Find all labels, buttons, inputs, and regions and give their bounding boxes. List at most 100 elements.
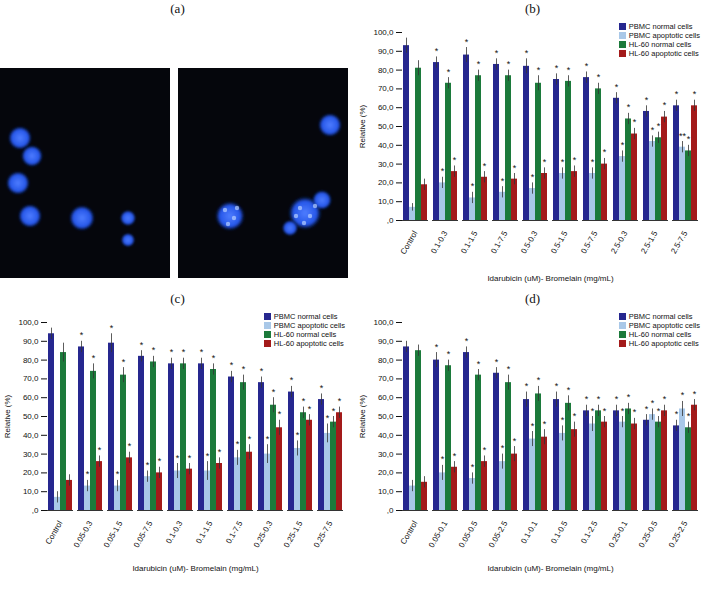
- svg-text:*: *: [80, 330, 84, 340]
- svg-text:Relative (%): Relative (%): [358, 104, 367, 148]
- svg-text:0.05-2.5: 0.05-2.5: [487, 519, 510, 549]
- svg-text:,0: ,0: [387, 216, 394, 225]
- svg-text:*: *: [483, 161, 487, 171]
- svg-text:*: *: [687, 134, 691, 144]
- svg-text:*: *: [657, 121, 661, 131]
- svg-text:*: *: [657, 406, 661, 416]
- svg-text:Idarubicin (uM)- Bromelain (mg: Idarubicin (uM)- Bromelain (mg/mL): [132, 564, 259, 573]
- svg-text:*: *: [242, 364, 246, 374]
- svg-text:*: *: [182, 347, 186, 357]
- svg-text:90,0: 90,0: [23, 337, 39, 346]
- svg-text:*: *: [561, 415, 565, 425]
- svg-text:2.5-7.5: 2.5-7.5: [669, 229, 690, 256]
- svg-text:60,0: 60,0: [378, 393, 394, 402]
- svg-text:*: *: [573, 411, 577, 421]
- svg-text:*: *: [188, 453, 192, 463]
- svg-text:*: *: [140, 340, 144, 350]
- svg-text:*: *: [495, 48, 499, 58]
- svg-text:*: *: [471, 462, 475, 472]
- svg-text:*: *: [471, 181, 475, 191]
- svg-text:Control: Control: [399, 519, 420, 546]
- svg-text:0.5-0.3: 0.5-0.3: [519, 229, 540, 256]
- svg-text:*: *: [447, 67, 451, 77]
- svg-text:*: *: [573, 155, 577, 165]
- svg-text:0.25-0.3: 0.25-0.3: [252, 519, 275, 549]
- svg-text:40,0: 40,0: [23, 431, 39, 440]
- svg-text:*: *: [597, 394, 601, 404]
- svg-text:*: *: [687, 411, 691, 421]
- svg-text:*: *: [447, 349, 451, 359]
- svg-text:*: *: [158, 456, 162, 466]
- svg-text:*: *: [663, 100, 667, 110]
- svg-text:*: *: [86, 469, 90, 479]
- svg-text:*: *: [603, 147, 607, 157]
- svg-text:*: *: [507, 364, 511, 374]
- svg-text:*: *: [501, 176, 505, 186]
- svg-text:*: *: [326, 413, 330, 423]
- svg-text:*: *: [591, 406, 595, 416]
- svg-text:*: *: [621, 406, 625, 416]
- svg-text:Idarubicin (uM)- Bromelain (mg: Idarubicin (uM)- Bromelain (mg/mL): [487, 564, 614, 573]
- svg-text:*: *: [278, 409, 282, 419]
- svg-text:*: *: [681, 390, 685, 400]
- svg-text:*: *: [296, 430, 300, 440]
- svg-text:*: *: [453, 155, 457, 165]
- svg-text:*: *: [260, 366, 264, 376]
- svg-text:*: *: [128, 441, 132, 451]
- svg-text:Control: Control: [44, 519, 65, 546]
- svg-text:*: *: [465, 37, 469, 47]
- svg-text:0.1-0.3: 0.1-0.3: [429, 229, 450, 256]
- svg-text:,0: ,0: [32, 506, 39, 515]
- svg-text:*: *: [627, 102, 631, 112]
- svg-text:20,0: 20,0: [378, 178, 394, 187]
- svg-text:*: *: [110, 323, 114, 333]
- svg-text:*: *: [272, 387, 276, 397]
- svg-text:70,0: 70,0: [378, 374, 394, 383]
- svg-text:*: *: [218, 447, 222, 457]
- svg-text:0.5-7.5: 0.5-7.5: [579, 229, 600, 256]
- svg-text:0.25-2.5: 0.25-2.5: [667, 519, 690, 549]
- svg-text:*: *: [663, 394, 667, 404]
- svg-text:*: *: [116, 469, 120, 479]
- svg-text:*: *: [320, 383, 324, 393]
- svg-text:*: *: [525, 381, 529, 391]
- svg-text:2.5-0.3: 2.5-0.3: [609, 229, 630, 256]
- svg-text:*: *: [513, 163, 517, 173]
- svg-text:90,0: 90,0: [378, 337, 394, 346]
- svg-text:0.25-0.5: 0.25-0.5: [637, 519, 660, 549]
- svg-text:10,0: 10,0: [378, 487, 394, 496]
- svg-text:*: *: [597, 72, 601, 82]
- svg-text:Relative (%): Relative (%): [358, 394, 367, 438]
- svg-text:0.1-1.5: 0.1-1.5: [194, 519, 215, 546]
- svg-text:*: *: [543, 419, 547, 429]
- svg-text:*: *: [206, 451, 210, 461]
- svg-text:50,0: 50,0: [378, 122, 394, 131]
- svg-text:*: *: [495, 357, 499, 367]
- svg-text:60,0: 60,0: [378, 103, 394, 112]
- svg-text:*: *: [477, 359, 481, 369]
- svg-text:*: *: [585, 61, 589, 71]
- svg-text:0.1-1.5: 0.1-1.5: [459, 229, 480, 256]
- svg-text:*: *: [435, 46, 439, 56]
- svg-text:80,0: 80,0: [378, 356, 394, 365]
- svg-text:0.05-0.1: 0.05-0.1: [427, 519, 450, 549]
- svg-text:*: *: [645, 95, 649, 105]
- svg-text:*: *: [675, 89, 679, 99]
- svg-text:20,0: 20,0: [378, 468, 394, 477]
- svg-text:*: *: [212, 353, 216, 363]
- svg-text:Control: Control: [399, 229, 420, 256]
- svg-text:*: *: [236, 439, 240, 449]
- svg-text:*: *: [170, 347, 174, 357]
- svg-text:*: *: [627, 392, 631, 402]
- svg-text:0.05-1.5: 0.05-1.5: [102, 519, 125, 549]
- svg-text:0.25-0.1: 0.25-0.1: [607, 519, 630, 549]
- svg-text:*: *: [122, 357, 126, 367]
- svg-text:*: *: [555, 381, 559, 391]
- svg-text:0.05-0.5: 0.05-0.5: [457, 519, 480, 549]
- svg-text:0.25-1.5: 0.25-1.5: [282, 519, 305, 549]
- svg-text:70,0: 70,0: [23, 374, 39, 383]
- svg-text:*: *: [531, 421, 535, 431]
- svg-text:*: *: [567, 385, 571, 395]
- svg-text:*: *: [555, 63, 559, 73]
- svg-text:*: *: [513, 436, 517, 446]
